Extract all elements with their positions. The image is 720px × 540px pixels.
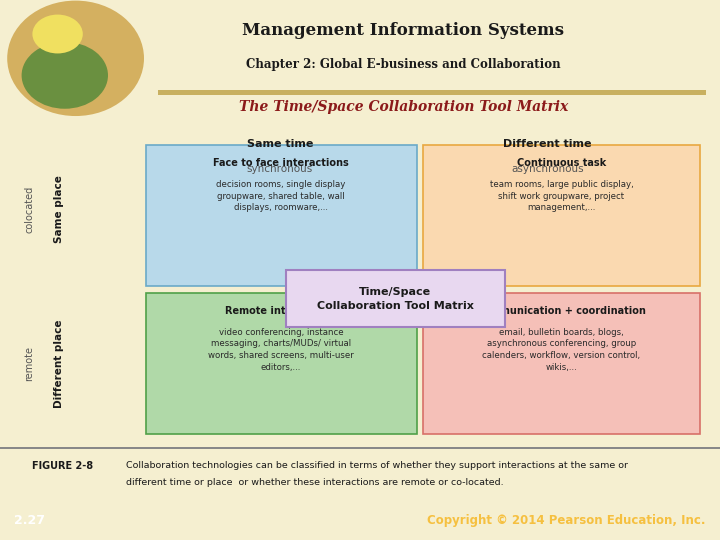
Text: Chapter 2: Global E-business and Collaboration: Chapter 2: Global E-business and Collabo… bbox=[246, 58, 560, 71]
Text: Same time: Same time bbox=[246, 139, 313, 148]
Text: Collaboration technologies can be classified in terms of whether they support in: Collaboration technologies can be classi… bbox=[126, 461, 628, 470]
Text: Same place: Same place bbox=[54, 176, 64, 244]
Bar bbox=[423, 293, 700, 434]
Text: team rooms, large public display,
shift work groupware, project
management,...: team rooms, large public display, shift … bbox=[490, 180, 634, 212]
Bar bbox=[146, 145, 417, 286]
Text: email, bulletin boards, blogs,
asynchronous conferencing, group
calenders, workf: email, bulletin boards, blogs, asynchron… bbox=[482, 328, 641, 372]
Bar bbox=[158, 90, 706, 95]
Text: Face to face interactions: Face to face interactions bbox=[213, 158, 348, 168]
Bar bbox=[0, 447, 720, 449]
Text: Different place: Different place bbox=[54, 319, 64, 408]
Text: colocated: colocated bbox=[24, 186, 35, 233]
Bar bbox=[423, 145, 700, 286]
Ellipse shape bbox=[22, 42, 108, 109]
Text: 2.27: 2.27 bbox=[14, 514, 45, 527]
Text: synchronous: synchronous bbox=[246, 164, 313, 174]
Text: Remote interactions: Remote interactions bbox=[225, 306, 337, 316]
Ellipse shape bbox=[7, 1, 144, 116]
Text: remote: remote bbox=[24, 346, 35, 381]
Ellipse shape bbox=[32, 15, 83, 53]
Text: asynchronous: asynchronous bbox=[511, 164, 584, 174]
Text: video conferencing, instance
messaging, charts/MUDs/ virtual
words, shared scree: video conferencing, instance messaging, … bbox=[208, 328, 354, 372]
Text: Time/Space
Collaboration Tool Matrix: Time/Space Collaboration Tool Matrix bbox=[317, 287, 474, 310]
Text: different time or place  or whether these interactions are remote or co-located.: different time or place or whether these… bbox=[126, 478, 503, 488]
Text: decision rooms, single display
groupware, shared table, wall
displays, roomware,: decision rooms, single display groupware… bbox=[216, 180, 346, 212]
Text: FIGURE 2-8: FIGURE 2-8 bbox=[32, 461, 94, 471]
Text: Copyright © 2014 Pearson Education, Inc.: Copyright © 2014 Pearson Education, Inc. bbox=[427, 514, 706, 527]
Text: Continuous task: Continuous task bbox=[517, 158, 606, 168]
Text: Communication + coordination: Communication + coordination bbox=[477, 306, 647, 316]
Bar bbox=[146, 293, 417, 434]
Text: The Time/Space Collaboration Tool Matrix: The Time/Space Collaboration Tool Matrix bbox=[238, 99, 568, 113]
Bar bbox=[286, 271, 505, 327]
Text: Management Information Systems: Management Information Systems bbox=[242, 22, 564, 39]
Text: Different time: Different time bbox=[503, 139, 592, 148]
